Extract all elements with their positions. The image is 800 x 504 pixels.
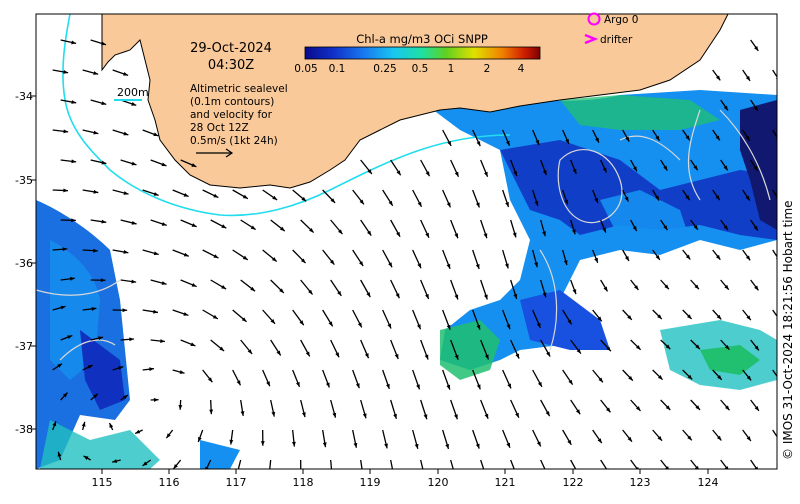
lon-tick-label: 119 bbox=[360, 476, 381, 489]
lat-tick-label: -37 bbox=[15, 340, 33, 353]
velocity-arrow-head bbox=[784, 167, 788, 172]
velocity-arrow bbox=[781, 100, 788, 112]
copyright-text: © IMOS 31-Oct-2024 18:21:56 Hobart time bbox=[781, 200, 795, 460]
svg-text:0.05: 0.05 bbox=[294, 63, 317, 75]
colorbar bbox=[305, 47, 540, 59]
svg-text:2: 2 bbox=[484, 63, 491, 75]
velocity-arrow-head bbox=[483, 473, 487, 478]
depth-contour-label: 200m bbox=[117, 86, 149, 99]
lon-tick-label: 116 bbox=[159, 476, 180, 489]
lon-tick-label: 120 bbox=[428, 476, 449, 489]
map-date: 29-Oct-2024 bbox=[190, 41, 272, 56]
velocity-arrow-head bbox=[784, 107, 788, 112]
lon-tick-label: 121 bbox=[495, 476, 516, 489]
colorbar-title: Chl-a mg/m3 OCi SNPP bbox=[356, 32, 488, 46]
velocity-arrow-head bbox=[391, 473, 395, 478]
lon-tick-label: 118 bbox=[293, 476, 314, 489]
velocity-arrow bbox=[781, 40, 788, 52]
svg-text:4: 4 bbox=[518, 63, 525, 75]
velocity-arrow-head bbox=[236, 469, 240, 474]
lon-tick-label: 117 bbox=[226, 476, 247, 489]
lat-tick-label: -34 bbox=[15, 90, 33, 103]
svg-text:0.25: 0.25 bbox=[373, 63, 396, 75]
velocity-arrow-head bbox=[330, 472, 334, 477]
drifter-label: drifter bbox=[600, 34, 633, 46]
lat-tick-label: -38 bbox=[15, 423, 33, 436]
velocity-arrow-head bbox=[268, 470, 272, 475]
map-time: 04:30Z bbox=[208, 58, 254, 73]
svg-text:0.5m/s (1kt 24h): 0.5m/s (1kt 24h) bbox=[190, 135, 278, 147]
velocity-arrow-head bbox=[784, 467, 788, 472]
lon-tick-label: 122 bbox=[563, 476, 584, 489]
velocity-arrow-head bbox=[544, 471, 548, 476]
svg-text:and velocity for: and velocity for bbox=[190, 109, 273, 121]
svg-text:0.5: 0.5 bbox=[412, 63, 429, 75]
velocity-arrow-head bbox=[453, 474, 457, 479]
lon-tick-label: 124 bbox=[698, 476, 719, 489]
lat-tick-label: -35 bbox=[15, 174, 33, 187]
velocity-arrow bbox=[781, 160, 788, 171]
velocity-arrow-head bbox=[784, 47, 788, 52]
argo-label: Argo 0 bbox=[604, 14, 638, 26]
svg-text:1: 1 bbox=[448, 63, 455, 75]
svg-text:(0.1m contours): (0.1m contours) bbox=[190, 96, 274, 108]
velocity-arrow-head bbox=[422, 474, 426, 479]
velocity-arrow-head bbox=[575, 470, 579, 475]
svg-text:Altimetric sealevel: Altimetric sealevel bbox=[190, 83, 288, 95]
lon-tick-label: 123 bbox=[630, 476, 651, 489]
lat-tick-label: -36 bbox=[15, 257, 33, 270]
lon-tick-label: 115 bbox=[92, 476, 113, 489]
svg-text:28 Oct 12Z: 28 Oct 12Z bbox=[190, 122, 249, 134]
longitude-axis: 115 116 117 118 119 120 121 122 123 124 bbox=[92, 476, 719, 489]
velocity-arrow bbox=[781, 460, 788, 472]
latitude-axis: -34 -35 -36 -37 -38 bbox=[15, 90, 33, 436]
svg-text:0.1: 0.1 bbox=[329, 63, 346, 75]
map-area bbox=[36, 14, 788, 478]
